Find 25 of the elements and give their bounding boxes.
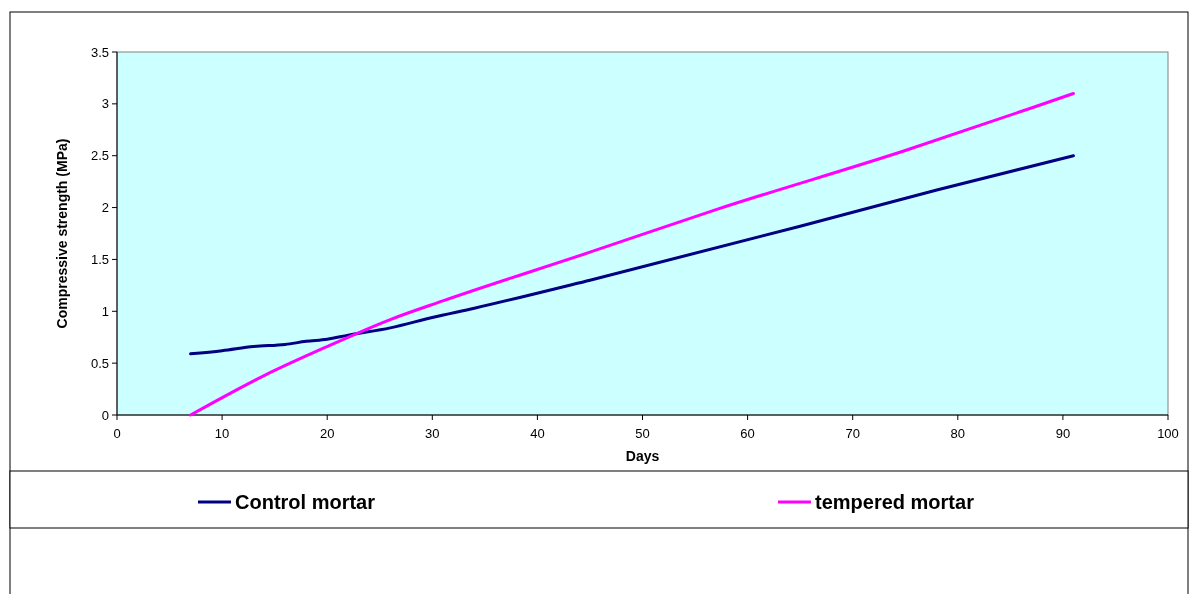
- x-tick-label: 30: [425, 426, 440, 441]
- x-tick-label: 50: [635, 426, 650, 441]
- x-tick-label: 100: [1157, 426, 1179, 441]
- x-tick-label: 40: [530, 426, 545, 441]
- y-axis-title: Compressive strength (MPa): [54, 138, 70, 329]
- y-tick-label: 3.5: [90, 44, 109, 60]
- legend-label: Control mortar: [235, 491, 376, 513]
- y-tick-label: 0.5: [90, 355, 109, 371]
- y-tick-label: 3: [101, 96, 109, 112]
- legend-label: tempered mortar: [815, 491, 975, 513]
- y-tick-label: 2: [101, 200, 109, 216]
- line-series: [189, 154, 1075, 356]
- x-tick-label: 90: [1055, 426, 1071, 441]
- x-axis-title: Days: [625, 448, 660, 464]
- x-tick-label: 10: [214, 426, 230, 441]
- x-tick-label: 60: [740, 426, 755, 441]
- y-tick-label: 2.5: [90, 148, 109, 164]
- line-series: [189, 91, 1075, 417]
- x-tick-label: 0: [113, 426, 121, 441]
- x-tick-label: 20: [319, 426, 335, 441]
- x-tick-label: 70: [845, 426, 860, 441]
- y-tick-label: 0: [101, 407, 109, 423]
- y-tick-label: 1.5: [90, 251, 109, 267]
- x-tick-label: 80: [950, 426, 966, 441]
- y-tick-label: 1: [101, 303, 109, 319]
